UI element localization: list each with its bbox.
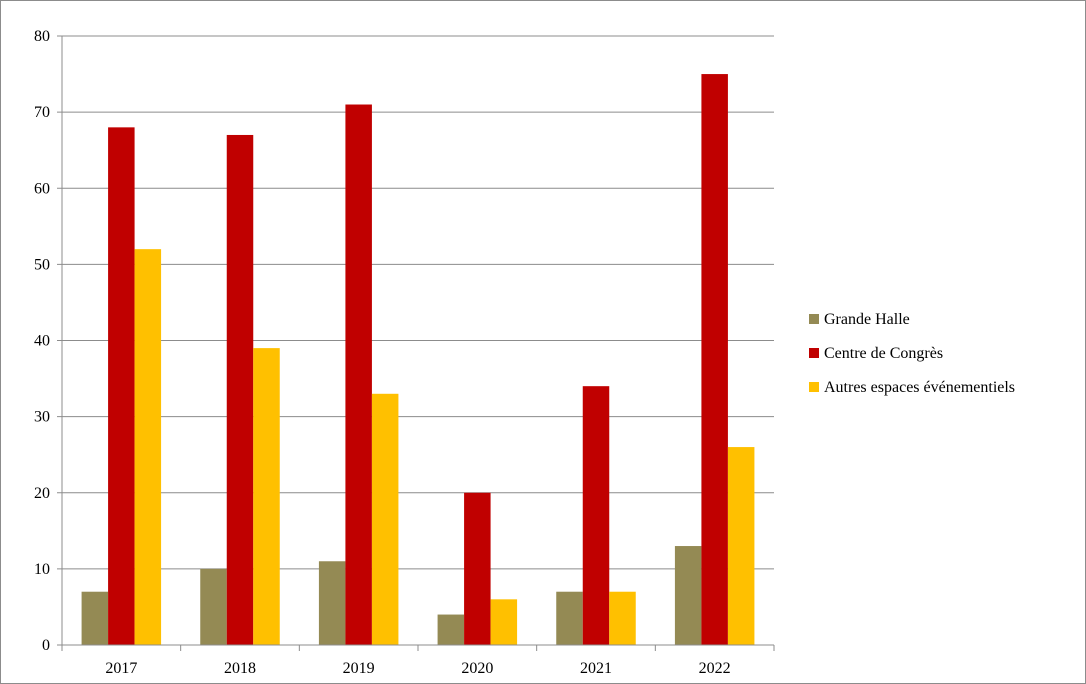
y-tick-label: 40 — [34, 333, 50, 350]
bar-grande-halle-2020 — [437, 614, 465, 645]
y-tick-label: 50 — [34, 256, 50, 273]
bar-grande-halle-2021 — [556, 591, 583, 645]
x-tick-label: 2021 — [580, 660, 612, 677]
y-tick-label: 0 — [42, 637, 50, 654]
bar-grande-halle-2017 — [81, 591, 109, 645]
bar-autres-espaces-v-nementiels-2018 — [253, 348, 280, 645]
x-tick-label: 2018 — [224, 660, 256, 677]
bar-centre-de-congr-s-2020 — [464, 492, 491, 645]
y-tick-label: 60 — [34, 180, 50, 197]
x-tick-label: 2022 — [699, 660, 731, 677]
bar-centre-de-congr-s-2017 — [108, 127, 135, 646]
legend-label: Autres espaces événementiels — [824, 379, 1015, 396]
bar-centre-de-congr-s-2022 — [701, 74, 728, 645]
y-tick-label: 20 — [34, 485, 50, 502]
y-tick-labels: 0 10 20 30 40 50 60 70 80 — [34, 28, 50, 654]
bar-autres-espaces-v-nementiels-2022 — [727, 447, 755, 645]
bar-grande-halle-2018 — [200, 568, 227, 645]
x-tick-label: 2020 — [461, 660, 493, 677]
legend-item: Centre de Congrès — [809, 345, 943, 362]
bar-autres-espaces-v-nementiels-2019 — [371, 393, 399, 645]
bar-autres-espaces-v-nementiels-2017 — [134, 249, 162, 645]
y-tick-label: 10 — [34, 561, 50, 578]
axes — [57, 35, 775, 651]
gridlines — [62, 35, 774, 570]
y-tick-label: 30 — [34, 409, 50, 426]
legend-label: Centre de Congrès — [824, 345, 943, 362]
bar-grande-halle-2022 — [674, 546, 702, 645]
legend: Grande Halle Centre de Congrès Autres espa… — [809, 311, 1015, 396]
bar-autres-espaces-v-nementiels-2020 — [490, 599, 518, 645]
bar-centre-de-congr-s-2021 — [582, 386, 610, 645]
legend-swatch — [809, 348, 819, 358]
y-tick-label: 70 — [34, 104, 50, 121]
x-tick-label: 2019 — [343, 660, 375, 677]
legend-swatch — [809, 314, 819, 324]
bar-autres-espaces-v-nementiels-2021 — [609, 591, 636, 645]
legend-label: Grande Halle — [824, 311, 910, 328]
bar-centre-de-congr-s-2018 — [226, 134, 254, 645]
bars — [81, 74, 755, 646]
legend-swatch — [809, 382, 819, 392]
bar-centre-de-congr-s-2019 — [345, 104, 372, 645]
legend-item: Grande Halle — [809, 311, 910, 328]
legend-item: Autres espaces événementiels — [809, 379, 1015, 396]
y-tick-label: 80 — [34, 28, 50, 45]
x-tick-label: 2017 — [105, 660, 137, 677]
x-tick-labels: 2017 2018 2019 2020 2021 2022 — [105, 660, 730, 677]
bar-grande-halle-2019 — [318, 561, 346, 645]
